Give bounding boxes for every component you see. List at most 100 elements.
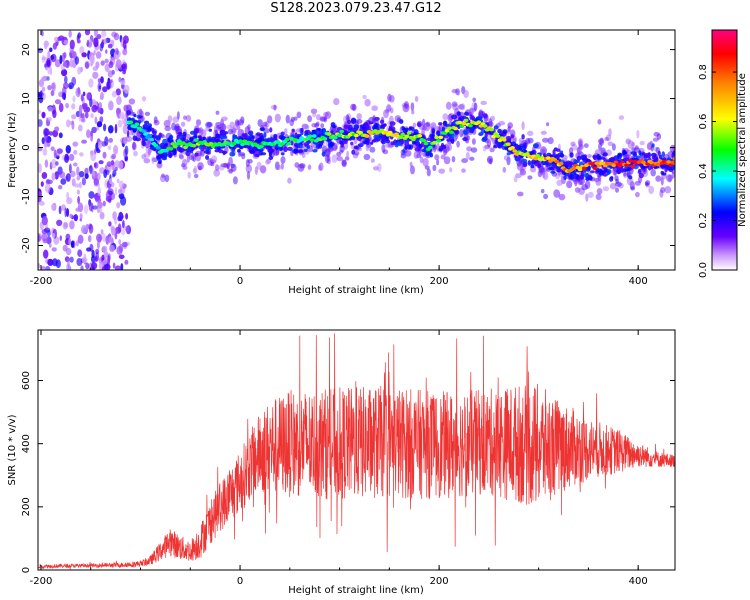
ridge-core-speck <box>238 139 243 143</box>
noise-speck <box>84 173 89 180</box>
noise-speck <box>97 186 101 197</box>
ridge-band-speck <box>303 148 308 153</box>
noise-speck <box>87 235 92 242</box>
noise-speck <box>104 63 110 72</box>
ridge-band-speck <box>435 131 441 136</box>
noise-speck <box>76 175 81 181</box>
ridge-core-speck <box>672 157 675 161</box>
ridge-band-speck <box>608 157 615 162</box>
noise-speck <box>97 141 102 149</box>
ridge-core-speck <box>510 146 515 150</box>
ridge-band-speck <box>527 160 532 166</box>
ridge-halo-speck <box>595 177 602 186</box>
ridge-core-speck <box>417 134 423 138</box>
noise-speck <box>38 234 41 242</box>
noise-speck <box>62 221 68 230</box>
ridge-band-speck <box>493 125 499 130</box>
noise-speck <box>93 128 96 133</box>
ridge-halo-speck <box>237 119 245 126</box>
ridge-halo-speck <box>547 137 554 145</box>
noise-speck <box>114 123 118 134</box>
noise-speck <box>88 223 94 234</box>
noise-speck <box>38 109 42 114</box>
noise-speck <box>92 71 99 79</box>
ridge-band-speck <box>651 143 655 148</box>
ridge-band-speck <box>208 128 212 132</box>
ridge-band-speck <box>556 148 561 152</box>
noise-speck <box>68 237 72 246</box>
ridge-core-speck <box>168 147 174 151</box>
ridge-band-speck <box>404 145 408 150</box>
ridge-band-speck <box>579 174 585 180</box>
ridge-band-speck <box>180 134 184 139</box>
ridge-band-speck <box>346 119 352 125</box>
ridge-halo-speck <box>336 151 342 157</box>
noise-speck <box>121 241 128 248</box>
noise-speck <box>93 49 96 56</box>
ridge-halo-speck <box>232 176 238 185</box>
ridge-halo-speck <box>541 148 546 155</box>
ridge-band-speck <box>287 146 293 151</box>
ridge-core-speck <box>468 123 473 128</box>
noise-speck <box>119 112 125 119</box>
noise-speck <box>81 177 86 186</box>
noise-speck <box>112 262 116 269</box>
ridge-core-speck <box>155 146 161 150</box>
ridge-core-speck <box>147 134 153 138</box>
ridge-band-speck <box>567 161 574 166</box>
noise-speck <box>93 105 97 110</box>
ridge-halo-speck <box>597 138 604 144</box>
ridge-band-speck <box>421 134 426 139</box>
noise-speck <box>44 266 51 270</box>
ridge-band-speck <box>421 148 427 153</box>
noise-speck <box>43 40 49 48</box>
ridge-halo-speck <box>630 186 636 191</box>
ridge-band-speck <box>353 145 359 150</box>
noise-speck <box>52 129 59 138</box>
ridge-halo-speck <box>247 124 251 131</box>
noise-speck <box>93 162 99 169</box>
noise-speck <box>100 91 104 101</box>
ridge-band-speck <box>350 118 357 124</box>
ridge-halo-speck <box>614 175 619 182</box>
ridge-band-speck <box>350 141 354 146</box>
ridge-band-speck <box>515 157 519 162</box>
snr-x-tick-label: 200 <box>430 576 449 587</box>
ridge-halo-speck <box>456 89 460 96</box>
noise-speck <box>58 185 63 190</box>
ridge-core-speck <box>617 163 623 168</box>
ridge-band-speck <box>651 155 657 160</box>
ridge-band-speck <box>429 152 433 158</box>
ridge-halo-speck <box>471 138 476 145</box>
ridge-halo-speck <box>587 191 594 199</box>
ridge-core-speck <box>628 159 634 163</box>
ridge-halo-speck <box>312 111 317 118</box>
ridge-core-speck <box>326 132 332 136</box>
ridge-band-speck <box>628 175 633 180</box>
ridge-halo-speck <box>221 116 228 122</box>
ridge-band-speck <box>198 135 202 140</box>
ridge-band-speck <box>606 169 612 175</box>
ridge-core-speck <box>463 118 469 123</box>
ridge-core-speck <box>535 154 541 158</box>
noise-speck <box>114 160 121 169</box>
ridge-core-speck <box>411 137 416 142</box>
ridge-core-speck <box>231 141 237 146</box>
ridge-halo-speck <box>520 165 524 175</box>
ridge-halo-speck <box>587 154 592 158</box>
noise-speck <box>44 183 51 193</box>
ridge-band-speck <box>497 128 502 134</box>
noise-speck <box>52 42 58 50</box>
ridge-band-speck <box>158 152 164 159</box>
noise-speck <box>47 258 54 266</box>
ridge-band-speck <box>402 149 406 154</box>
ridge-band-speck <box>585 177 590 181</box>
ridge-band-speck <box>505 135 512 142</box>
snr-y-tick-label: 0 <box>21 567 32 573</box>
noise-speck <box>66 191 69 200</box>
ridge-halo-speck <box>331 154 338 163</box>
noise-speck <box>41 137 45 145</box>
ridge-halo-speck <box>482 145 487 152</box>
noise-speck <box>54 59 61 68</box>
ridge-halo-speck <box>325 111 332 119</box>
